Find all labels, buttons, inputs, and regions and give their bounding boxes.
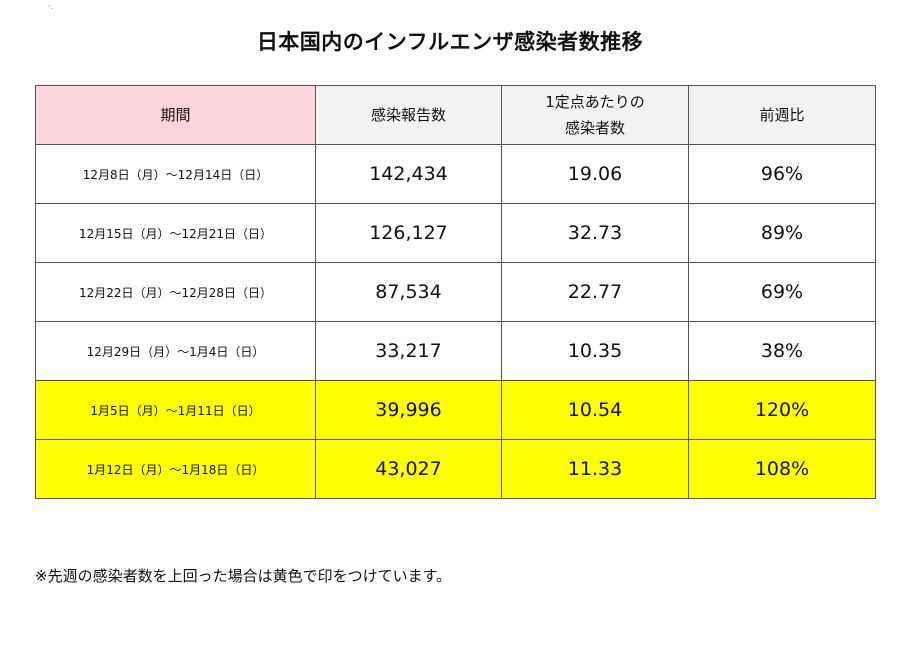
corner-mark: ·. [48, 2, 54, 11]
period-cell: 1月12日（月）～1月18日（日） [35, 439, 316, 499]
header-period: 期間 [35, 85, 316, 145]
reports-cell: 33,217 [315, 321, 502, 381]
header-per-point: 1定点あたりの 感染者数 [501, 85, 689, 145]
per-point-cell: 10.35 [501, 321, 689, 381]
table-row: 12月8日（月）～12月14日（日） 142,434 19.06 96% [35, 144, 876, 204]
table-row: 1月12日（月）～1月18日（日） 43,027 11.33 108% [35, 439, 876, 499]
reports-cell: 142,434 [315, 144, 502, 204]
per-point-cell: 19.06 [501, 144, 689, 204]
table-row: 12月22日（月）～12月28日（日） 87,534 22.77 69% [35, 262, 876, 322]
period-cell: 12月29日（月）～1月4日（日） [35, 321, 316, 381]
wow-cell: 69% [688, 262, 876, 322]
period-cell: 1月5日（月）～1月11日（日） [35, 380, 316, 440]
reports-cell: 126,127 [315, 203, 502, 263]
table-header-row: 期間 感染報告数 1定点あたりの 感染者数 前週比 [35, 85, 876, 145]
reports-cell: 43,027 [315, 439, 502, 499]
wow-cell: 89% [688, 203, 876, 263]
header-per-point-line2: 感染者数 [564, 119, 625, 137]
per-point-cell: 11.33 [501, 439, 689, 499]
wow-cell: 108% [688, 439, 876, 499]
per-point-cell: 22.77 [501, 262, 689, 322]
footnote: ※先週の感染者数を上回った場合は黄色で印をつけています。 [35, 567, 452, 585]
table-row: 12月29日（月）～1月4日（日） 33,217 10.35 38% [35, 321, 876, 381]
table-row: 12月15日（月）～12月21日（日） 126,127 32.73 89% [35, 203, 876, 263]
wow-cell: 120% [688, 380, 876, 440]
wow-cell: 96% [688, 144, 876, 204]
influenza-table: 期間 感染報告数 1定点あたりの 感染者数 前週比 12月8日（月）～12月14… [35, 85, 876, 499]
per-point-cell: 10.54 [501, 380, 689, 440]
page-title: 日本国内のインフルエンザ感染者数推移 [256, 30, 644, 54]
reports-cell: 87,534 [315, 262, 502, 322]
period-cell: 12月22日（月）～12月28日（日） [35, 262, 316, 322]
per-point-cell: 32.73 [501, 203, 689, 263]
wow-cell: 38% [688, 321, 876, 381]
header-week-over-week: 前週比 [688, 85, 876, 145]
period-cell: 12月15日（月）～12月21日（日） [35, 203, 316, 263]
period-cell: 12月8日（月）～12月14日（日） [35, 144, 316, 204]
header-per-point-line1: 1定点あたりの [545, 93, 645, 111]
table-row: 1月5日（月）～1月11日（日） 39,996 10.54 120% [35, 380, 876, 440]
reports-cell: 39,996 [315, 380, 502, 440]
header-reports: 感染報告数 [315, 85, 502, 145]
